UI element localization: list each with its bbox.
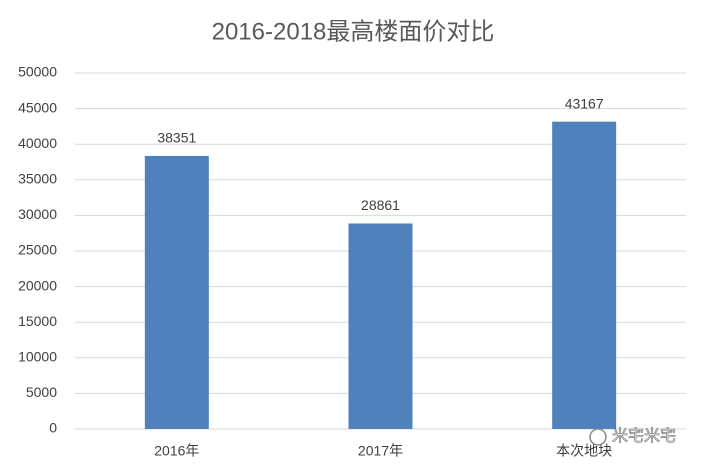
watermark: 米宅米宅 bbox=[612, 427, 676, 445]
y-tick-label: 45000 bbox=[18, 99, 57, 115]
y-tick-label: 15000 bbox=[18, 313, 57, 329]
y-tick-label: 10000 bbox=[18, 349, 57, 365]
x-tick-label: 2017年 bbox=[358, 443, 403, 459]
y-tick-label: 30000 bbox=[18, 206, 57, 222]
chart-title: 2016-2018最高楼面价对比 bbox=[212, 18, 495, 45]
x-tick-label: 本次地块 bbox=[556, 443, 612, 459]
y-tick-label: 20000 bbox=[18, 277, 57, 293]
bar bbox=[144, 155, 209, 429]
y-tick-label: 35000 bbox=[18, 171, 57, 187]
y-tick-label: 40000 bbox=[18, 135, 57, 151]
watermark-icon bbox=[589, 428, 607, 446]
data-label: 43167 bbox=[565, 95, 604, 111]
bar bbox=[348, 223, 413, 429]
data-label: 28861 bbox=[361, 197, 400, 213]
y-tick-label: 5000 bbox=[26, 384, 57, 400]
x-tick-label: 2016年 bbox=[154, 443, 199, 459]
data-label: 38351 bbox=[157, 130, 196, 146]
y-tick-label: 25000 bbox=[18, 242, 57, 258]
y-tick-label: 0 bbox=[49, 420, 57, 436]
bar bbox=[552, 121, 617, 429]
y-tick-label: 50000 bbox=[18, 64, 57, 80]
